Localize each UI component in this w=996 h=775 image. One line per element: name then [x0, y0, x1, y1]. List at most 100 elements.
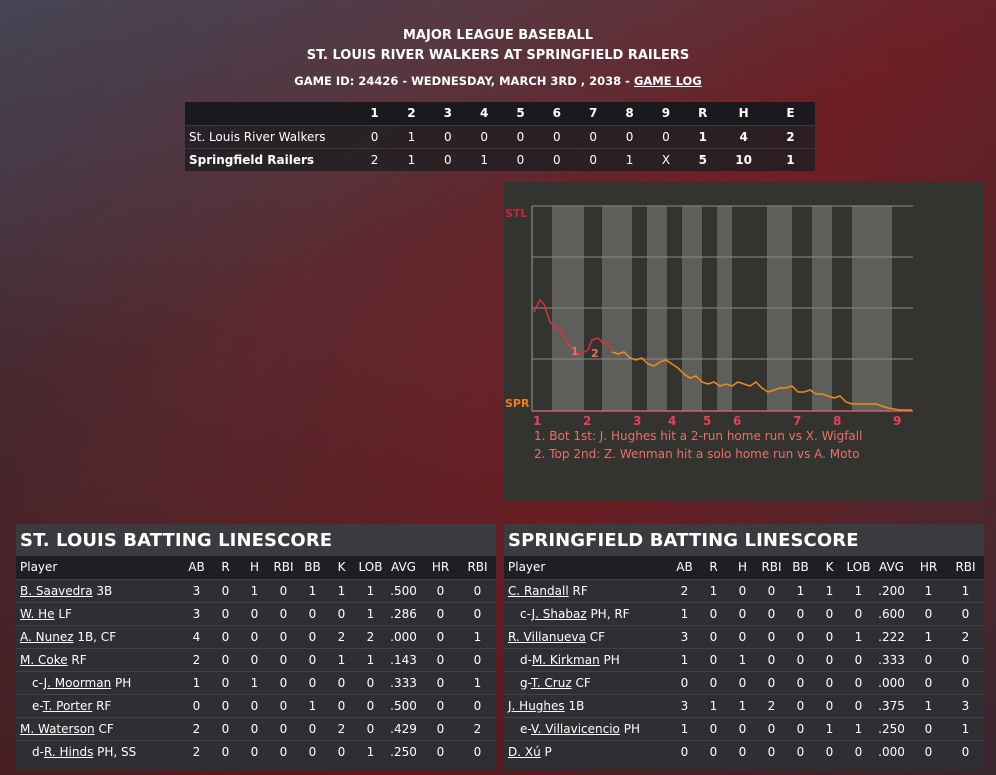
stat-cell: 0 [327, 693, 356, 717]
linescore-team-away: St. Louis River Walkers [185, 124, 356, 148]
stat-cell: 0 [269, 578, 298, 602]
stat-cell: 0 [728, 716, 757, 740]
stat-cell: 1 [356, 601, 385, 625]
linescore-col-6: 6 [538, 102, 576, 125]
player-cell: R. Villanueva CF [504, 624, 670, 648]
stat-cell: .143 [385, 647, 422, 671]
stat-cell: 2 [947, 624, 984, 648]
player-name-link[interactable]: V. Villavicencio [531, 721, 620, 736]
stat-cell: 0 [356, 670, 385, 694]
table-row: W. He LF 3 0 0 0 0 0 1.286 0 0 [16, 601, 496, 625]
player-name-link[interactable]: M. Kirkman [531, 652, 600, 667]
linescore-col-3: 3 [429, 102, 466, 125]
stat-cell: 0 [947, 601, 984, 625]
stl-axis-label: STL [505, 207, 527, 220]
stat-cell: 0 [327, 601, 356, 625]
player-name-link[interactable]: T. Porter [42, 698, 93, 713]
stat-cell: .500 [385, 578, 422, 602]
col-lob: LOB [844, 556, 873, 579]
linescore-row-away: St. Louis River Walkers 0 1 0 0 0 0 0 0 … [185, 124, 815, 148]
inning-label-7: 7 [793, 414, 801, 428]
linescore-team-header [185, 102, 356, 125]
stat-cell: 0 [910, 670, 947, 694]
stat-cell: 1 [815, 716, 844, 740]
stat-cell: 0 [269, 739, 298, 763]
stat-cell: 1 [240, 670, 269, 694]
col-hr: HR [910, 556, 947, 579]
stat-cell: 0 [699, 739, 728, 763]
stat-cell: 0 [844, 670, 873, 694]
stat-cell: 0 [786, 739, 815, 763]
linescore-cell: 1 [393, 147, 430, 171]
inning-label-3: 3 [633, 414, 641, 428]
stat-cell: 1 [459, 624, 496, 648]
col-hr: HR [422, 556, 459, 579]
stat-cell: 0 [240, 716, 269, 740]
stat-cell: 0 [240, 739, 269, 763]
player-name-link[interactable]: J. Hughes [508, 698, 565, 713]
stat-cell: 4 [182, 624, 211, 648]
player-name-link[interactable]: R. Villanueva [508, 629, 586, 644]
stat-cell: 1 [356, 647, 385, 671]
player-name-link[interactable]: B. Saavedra [20, 583, 93, 598]
table-row: M. Coke RF 2 0 0 0 0 1 1.143 0 0 [16, 647, 496, 671]
stat-cell: 0 [844, 601, 873, 625]
stat-cell: 0 [786, 716, 815, 740]
stat-cell: 0 [844, 739, 873, 763]
player-cell: e-T. Porter RF [16, 693, 182, 717]
player-name-link[interactable]: D. Xú [508, 744, 541, 759]
col-k: K [327, 556, 356, 579]
stat-cell: 0 [786, 601, 815, 625]
player-name-link[interactable]: C. Randall [508, 583, 569, 598]
stat-cell: 0 [947, 670, 984, 694]
player-name-link[interactable]: J. Shabaz [531, 606, 587, 621]
stat-cell: 0 [459, 647, 496, 671]
stat-cell: .250 [385, 739, 422, 763]
stat-cell: .333 [385, 670, 422, 694]
table-row: J. Hughes 1B 3 1 1 2 0 0 0.375 1 3 [504, 693, 984, 717]
stat-cell: 0 [757, 578, 786, 602]
table-row: D. Xú P 0 0 0 0 0 0 0.000 0 0 [504, 739, 984, 763]
player-position: PH [111, 675, 132, 690]
linescore-cell: 0 [429, 147, 466, 171]
stat-cell: 0 [240, 647, 269, 671]
player-name-link[interactable]: T. Cruz [530, 675, 572, 690]
stat-cell: 0 [459, 601, 496, 625]
player-name-link[interactable]: W. He [20, 606, 55, 621]
stat-cell: 2 [327, 624, 356, 648]
col-ab: AB [670, 556, 699, 579]
spr-batting-header-row: Player AB R H RBI BB K LOB AVG HR RBI [504, 556, 984, 579]
player-name-link[interactable]: M. Waterson [20, 721, 95, 736]
stat-cell: 0 [422, 601, 459, 625]
stat-cell: 0 [786, 624, 815, 648]
stat-cell: 0 [422, 624, 459, 648]
spr-batting-panel: SPRINGFIELD BATTING LINESCORE Player AB … [504, 524, 984, 770]
win-probability-chart: STL SPR 1 2 1 2 3 4 5 6 7 8 9 [505, 205, 913, 428]
col-rbi: RBI [269, 556, 298, 579]
player-name-link[interactable]: A. Nunez [20, 629, 74, 644]
col-r: R [211, 556, 240, 579]
stat-cell: 0 [211, 716, 240, 740]
stat-cell: 0 [327, 739, 356, 763]
stat-cell: 0 [728, 601, 757, 625]
player-name-link[interactable]: M. Coke [20, 652, 68, 667]
linescore-col-5: 5 [502, 102, 539, 125]
player-name-link[interactable]: J. Moorman [43, 675, 112, 690]
linescore-row-home: Springfield Railers 2 1 0 1 0 0 0 1 X 5 … [185, 147, 815, 171]
stat-cell: 0 [356, 693, 385, 717]
stat-cell: 2 [757, 693, 786, 717]
table-row: R. Villanueva CF 3 0 0 0 0 0 1.222 1 2 [504, 624, 984, 648]
stat-cell: 0 [947, 647, 984, 671]
stat-cell: 0 [459, 578, 496, 602]
player-name-link[interactable]: R. Hinds [43, 744, 94, 759]
stat-cell: 0 [240, 601, 269, 625]
matchup-title: ST. LOUIS RIVER WALKERS AT SPRINGFIELD R… [306, 48, 690, 63]
player-cell: e-V. Villavicencio PH [504, 716, 670, 740]
stat-cell: .375 [873, 693, 910, 717]
game-log-link[interactable]: GAME LOG [633, 74, 702, 88]
stat-cell: 0 [298, 739, 327, 763]
stat-cell: 0 [211, 624, 240, 648]
win-probability-panel: STL SPR 1 2 1 2 3 4 5 6 7 8 9 1. Bot 1st… [504, 182, 984, 501]
linescore-col-errors: E [765, 102, 815, 125]
stat-cell: 0 [182, 693, 211, 717]
